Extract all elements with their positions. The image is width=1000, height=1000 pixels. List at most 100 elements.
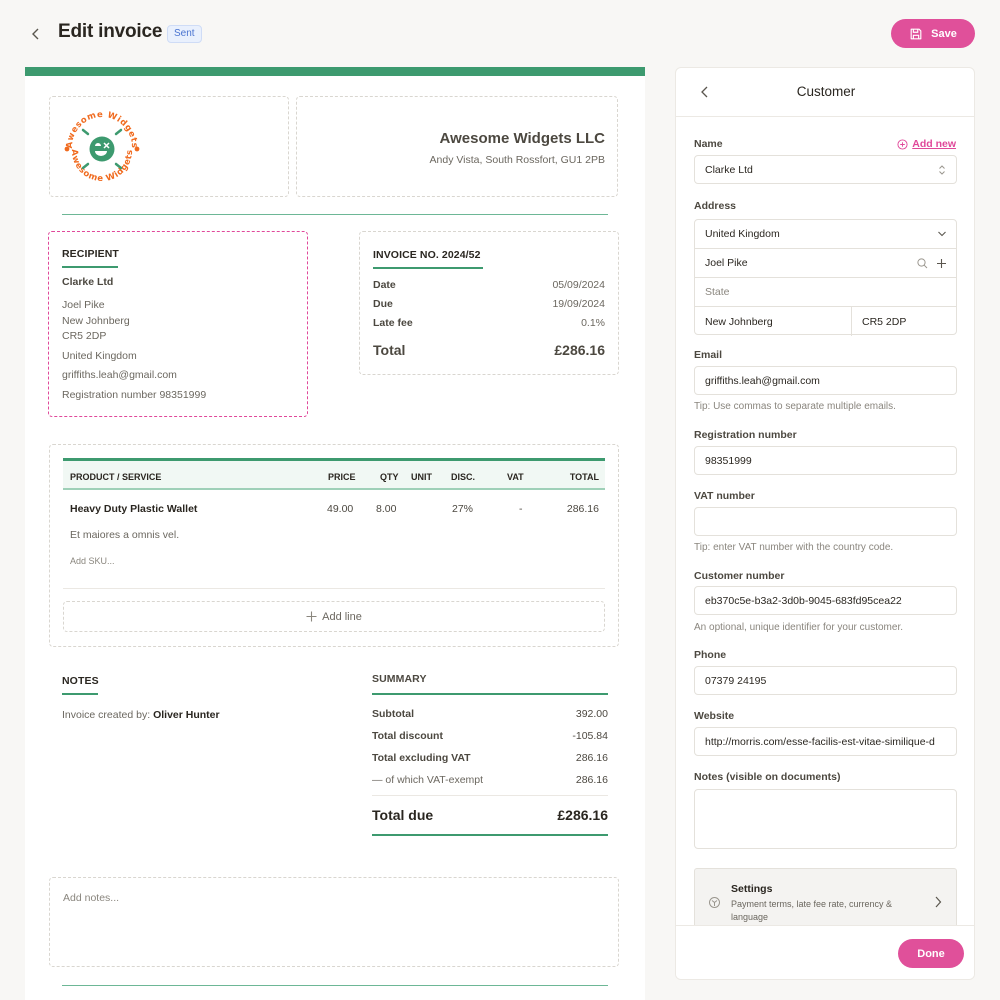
meta-row-due: Due 19/09/2024 — [373, 298, 605, 310]
street-input[interactable]: Joel Pike — [695, 249, 956, 278]
add-new-customer-link[interactable]: Add new — [897, 138, 956, 150]
summary-row-subtotal: Subtotal 392.00 — [372, 703, 608, 725]
recipient-email: griffiths.leah@gmail.com — [62, 369, 177, 381]
logo-area[interactable]: Awesome Widgets Awesome Widgets — [49, 96, 289, 197]
summary-row-discount: Total discount -105.84 — [372, 725, 608, 747]
add-line-button[interactable]: Add line — [63, 601, 605, 632]
meta-row-total: Total £286.16 — [373, 342, 605, 358]
divider — [372, 795, 608, 796]
notes-heading: NOTES — [62, 675, 99, 687]
divider — [62, 214, 608, 215]
plus-circle-icon — [897, 138, 908, 150]
website-field[interactable]: http://morris.com/esse-facilis-est-vitae… — [694, 727, 957, 756]
column-header: TOTAL — [569, 472, 599, 482]
vat-number-field[interactable] — [694, 507, 957, 536]
recipient-registration: Registration number 98351999 — [62, 388, 207, 401]
postcode-input[interactable]: CR5 2DP — [851, 307, 906, 336]
item-vat[interactable]: - — [519, 503, 523, 515]
summary-row-excl-vat: Total excluding VAT 286.16 — [372, 747, 608, 769]
column-header: DISC. — [451, 472, 476, 482]
summary-label: Total discount — [372, 730, 443, 742]
invoice-meta-block[interactable]: INVOICE NO. 2024/52 Date 05/09/2024 Due … — [359, 231, 619, 375]
customer-panel: Customer Name Add new Clarke Ltd Address… — [675, 67, 975, 980]
customer-number-tip: An optional, unique identifier for your … — [694, 622, 904, 633]
chevron-down-icon — [938, 231, 946, 237]
add-notes-input[interactable]: Add notes... — [49, 877, 619, 967]
company-info[interactable]: Awesome Widgets LLC Andy Vista, South Ro… — [296, 96, 618, 197]
meta-label: Date — [373, 279, 396, 291]
done-button[interactable]: Done — [898, 939, 964, 968]
customer-name-value: Clarke Ltd — [705, 163, 753, 176]
country-value: United Kingdom — [705, 228, 780, 240]
heading-underline — [62, 266, 118, 268]
address-group: United Kingdom Joel Pike State New Johnb… — [694, 219, 957, 336]
meta-row-date: Date 05/09/2024 — [373, 279, 605, 291]
plus-icon[interactable] — [936, 258, 947, 269]
email-value: griffiths.leah@gmail.com — [705, 374, 820, 387]
back-button[interactable] — [27, 24, 45, 44]
phone-label: Phone — [694, 649, 727, 661]
state-input[interactable]: State — [695, 278, 956, 307]
registration-number-field[interactable]: 98351999 — [694, 446, 957, 475]
summary-value: -105.84 — [572, 730, 608, 742]
email-field[interactable]: griffiths.leah@gmail.com — [694, 366, 957, 395]
search-icon[interactable] — [917, 258, 928, 269]
summary-value: 286.16 — [575, 774, 608, 786]
brand-color-bar — [25, 67, 645, 76]
gear-icon — [709, 897, 720, 908]
add-line-label: Add line — [322, 610, 362, 623]
customer-number-field[interactable]: eb370c5e-b3a2-3d0b-9045-683fd95cea22 — [694, 586, 957, 615]
chevron-up-down-icon — [939, 165, 945, 175]
top-bar: Edit invoice Sent Save — [0, 0, 1000, 66]
meta-value: 0.1% — [581, 317, 605, 329]
item-sku-input[interactable]: Add SKU... — [70, 556, 115, 566]
customer-name-select[interactable]: Clarke Ltd — [694, 155, 957, 184]
recipient-country: United Kingdom — [62, 349, 137, 362]
save-button[interactable]: Save — [891, 19, 975, 48]
floppy-disk-icon — [910, 28, 922, 39]
recipient-heading: RECIPIENT — [62, 248, 119, 260]
summary-section: SUMMARY Subtotal 392.00 Total discount -… — [372, 673, 608, 836]
heading-underline — [372, 693, 608, 695]
address-label: Address — [694, 200, 737, 212]
table-header: PRODUCT / SERVICE PRICE QTY UNIT DISC. V… — [63, 458, 605, 490]
country-select[interactable]: United Kingdom — [695, 220, 956, 249]
item-qty[interactable]: 8.00 — [376, 503, 397, 515]
table-row[interactable]: Heavy Duty Plastic Wallet 49.00 8.00 27%… — [63, 490, 605, 526]
customer-number-label: Customer number — [694, 570, 785, 582]
customer-number-value: eb370c5e-b3a2-3d0b-9045-683fd95cea22 — [705, 594, 902, 607]
company-name: Awesome Widgets LLC — [439, 130, 605, 147]
status-badge: Sent — [167, 25, 202, 43]
line-items-block: PRODUCT / SERVICE PRICE QTY UNIT DISC. V… — [49, 444, 619, 647]
item-name[interactable]: Heavy Duty Plastic Wallet — [70, 503, 198, 515]
registration-label: Registration number — [694, 429, 797, 441]
meta-value: 05/09/2024 — [552, 279, 605, 291]
city-input[interactable]: New Johnberg — [705, 315, 773, 328]
item-price[interactable]: 49.00 — [327, 503, 354, 515]
customer-notes-textarea[interactable] — [694, 789, 957, 849]
summary-label: Subtotal — [372, 708, 414, 720]
column-header: PRODUCT / SERVICE — [70, 472, 162, 482]
created-by-text: Invoice created by: Oliver Hunter — [62, 709, 220, 721]
invoice-document: Awesome Widgets Awesome Widgets Awesome … — [25, 67, 645, 1000]
chevron-left-icon — [701, 86, 708, 98]
meta-label: Late fee — [373, 317, 413, 329]
save-label: Save — [931, 27, 957, 40]
chevron-right-icon — [935, 896, 942, 908]
panel-title: Customer — [796, 84, 856, 99]
recipient-address-line: CR5 2DP — [62, 330, 107, 342]
panel-back-button[interactable] — [698, 84, 712, 100]
website-value: http://morris.com/esse-facilis-est-vitae… — [705, 735, 935, 748]
phone-field[interactable]: 07379 24195 — [694, 666, 957, 695]
email-label: Email — [694, 349, 723, 361]
plus-icon — [306, 611, 317, 622]
settings-subtitle: Payment terms, late fee rate, currency &… — [731, 899, 893, 922]
total-due-label: Total due — [372, 807, 434, 823]
item-discount[interactable]: 27% — [452, 503, 474, 515]
invoice-number-heading: INVOICE NO. 2024/52 — [373, 249, 481, 261]
recipient-address-line: Joel Pike — [62, 299, 105, 311]
recipient-block[interactable]: RECIPIENT Clarke Ltd Joel Pike New Johnb… — [48, 231, 308, 417]
summary-value: 392.00 — [575, 708, 608, 720]
vat-tip: Tip: enter VAT number with the country c… — [694, 542, 894, 553]
item-description[interactable]: Et maiores a omnis vel. — [70, 529, 180, 541]
